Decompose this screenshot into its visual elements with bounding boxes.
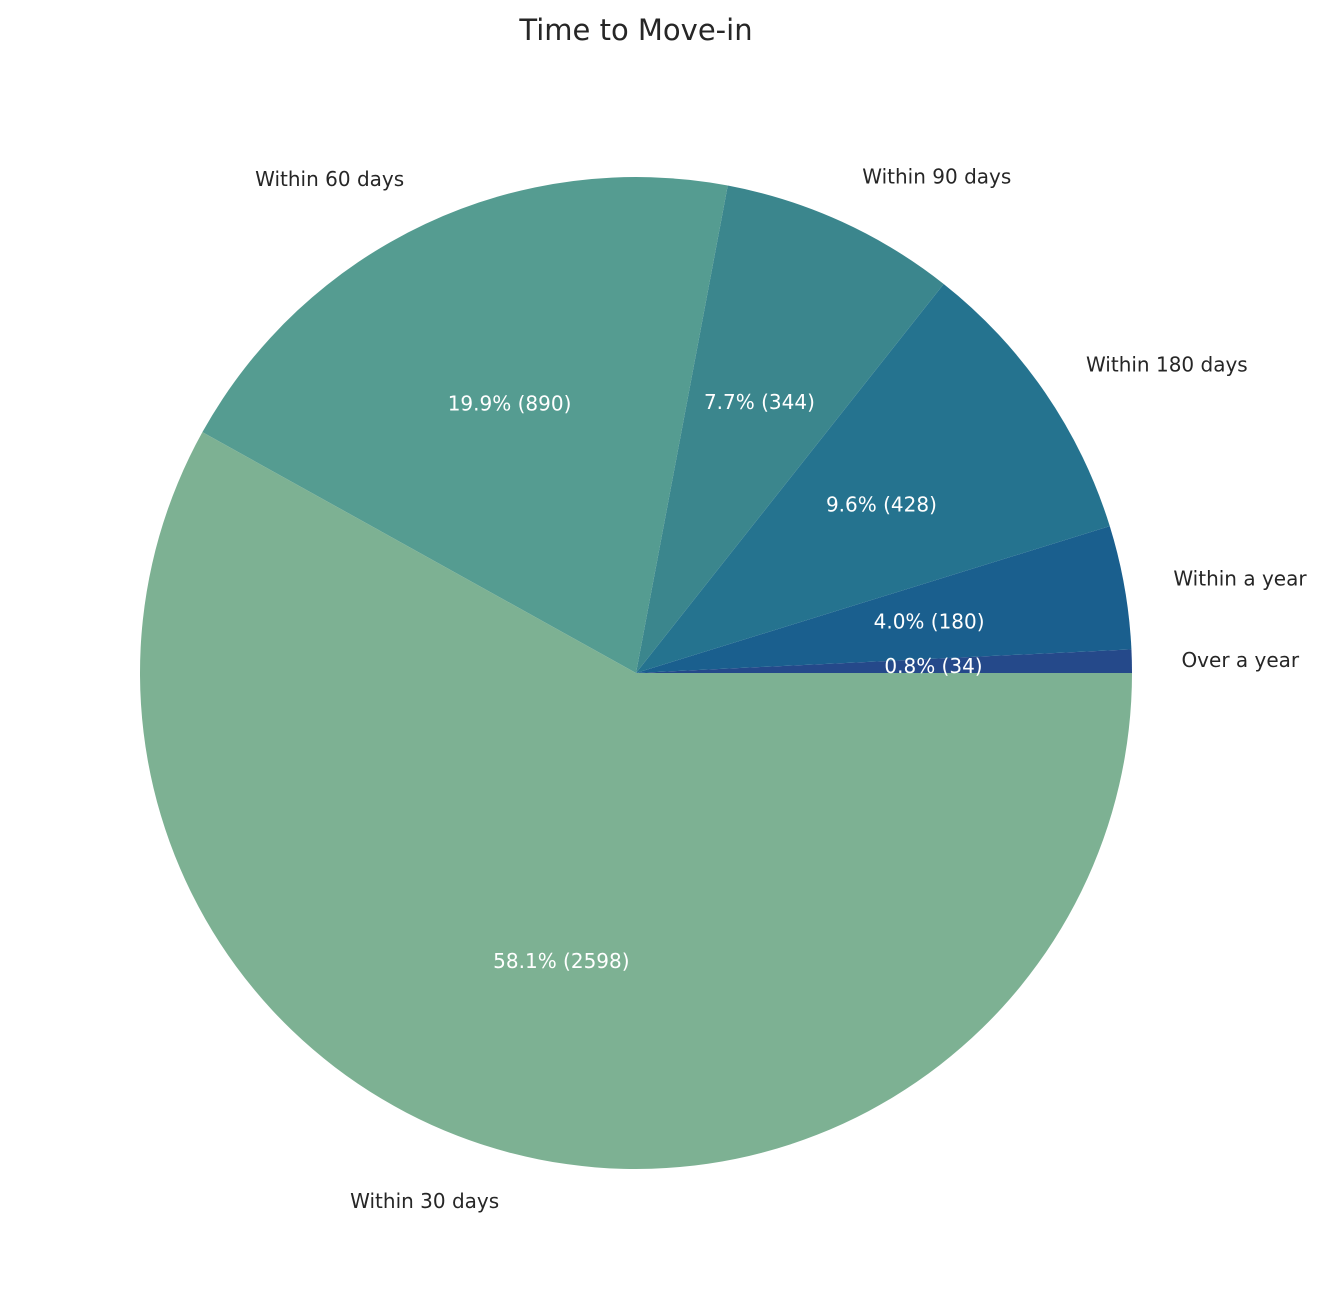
slice-label-over-a-year: Over a year [1181,648,1299,672]
pie-labels: Over a year 0.8% (34) Within a year 4.0% (1… [255,165,1307,1214]
chart-title: Time to Move-in [518,13,752,47]
pie-slice-over-a-year [636,649,1132,673]
pie-slices [140,177,1133,1169]
pie-slice-within-180-days [636,283,1110,673]
slice-label-within-30-days: Within 30 days [350,1189,499,1213]
slice-value-label-within-30-days: 58.1% (2598) [493,949,629,973]
pie-slice-within-90-days [636,185,944,673]
pie-slice-within-60-days [202,177,728,673]
slice-label-within-180-days: Within 180 days [1086,352,1248,376]
slice-label-within-a-year: Within a year [1173,566,1307,590]
slice-value-label-within-60-days: 19.9% (890) [448,392,572,416]
slice-label-within-90-days: Within 90 days [862,165,1011,189]
slice-value-label-within-180-days: 9.6% (428) [826,493,937,517]
slice-value-label-over-a-year: 0.8% (34) [884,654,982,678]
pie-slice-within-30-days [140,432,1133,1169]
slice-value-label-within-90-days: 7.7% (344) [704,390,815,414]
slice-label-within-60-days: Within 60 days [255,167,404,191]
pie-slice-within-a-year [636,526,1132,673]
slice-value-label-within-a-year: 4.0% (180) [874,609,985,633]
